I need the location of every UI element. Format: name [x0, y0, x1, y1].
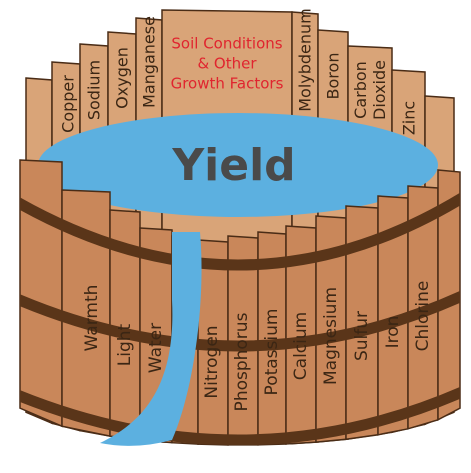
back-stave-label: Oxygen — [113, 47, 132, 109]
front-stave-label: Phosphorus — [232, 312, 252, 411]
barrel-diagram: Yield Copper Sodium Oxygen Manganese Soil Co… — [0, 0, 471, 473]
front-stave-label: Magnesium — [321, 287, 341, 385]
back-stave-label: Molybdenum — [296, 8, 315, 112]
front-stave-label: Potassium — [262, 309, 282, 396]
page: Yield Copper Sodium Oxygen Manganese Soil Co… — [0, 0, 471, 473]
back-stave-label: Sodium — [85, 60, 104, 120]
front-stave-label: Nitrogen — [202, 325, 222, 398]
front-stave-label: Chlorine — [413, 281, 433, 352]
front-stave-label: Water — [146, 323, 166, 373]
front-stave-label: Sulfur — [352, 311, 372, 361]
growth-factor-label: Growth Factors — [171, 75, 284, 93]
front-stave-label: Iron — [383, 316, 403, 349]
back-stave-label: Boron — [324, 53, 343, 100]
back-stave-label: Dioxide — [370, 60, 389, 120]
front-stave-label: Calcium — [291, 312, 311, 380]
back-stave-label: Carbon — [351, 61, 370, 119]
growth-factor-label: & Other — [197, 55, 257, 73]
back-stave-label: Manganese — [140, 16, 159, 108]
front-stave-label: Warmth — [82, 285, 102, 352]
yield-label: Yield — [171, 140, 295, 191]
front-stave-label: Light — [115, 323, 135, 366]
growth-factor-label: Soil Conditions — [171, 35, 282, 53]
back-stave-label: Copper — [59, 75, 78, 133]
back-stave-label: Zinc — [400, 101, 419, 135]
front-stave — [20, 160, 62, 426]
